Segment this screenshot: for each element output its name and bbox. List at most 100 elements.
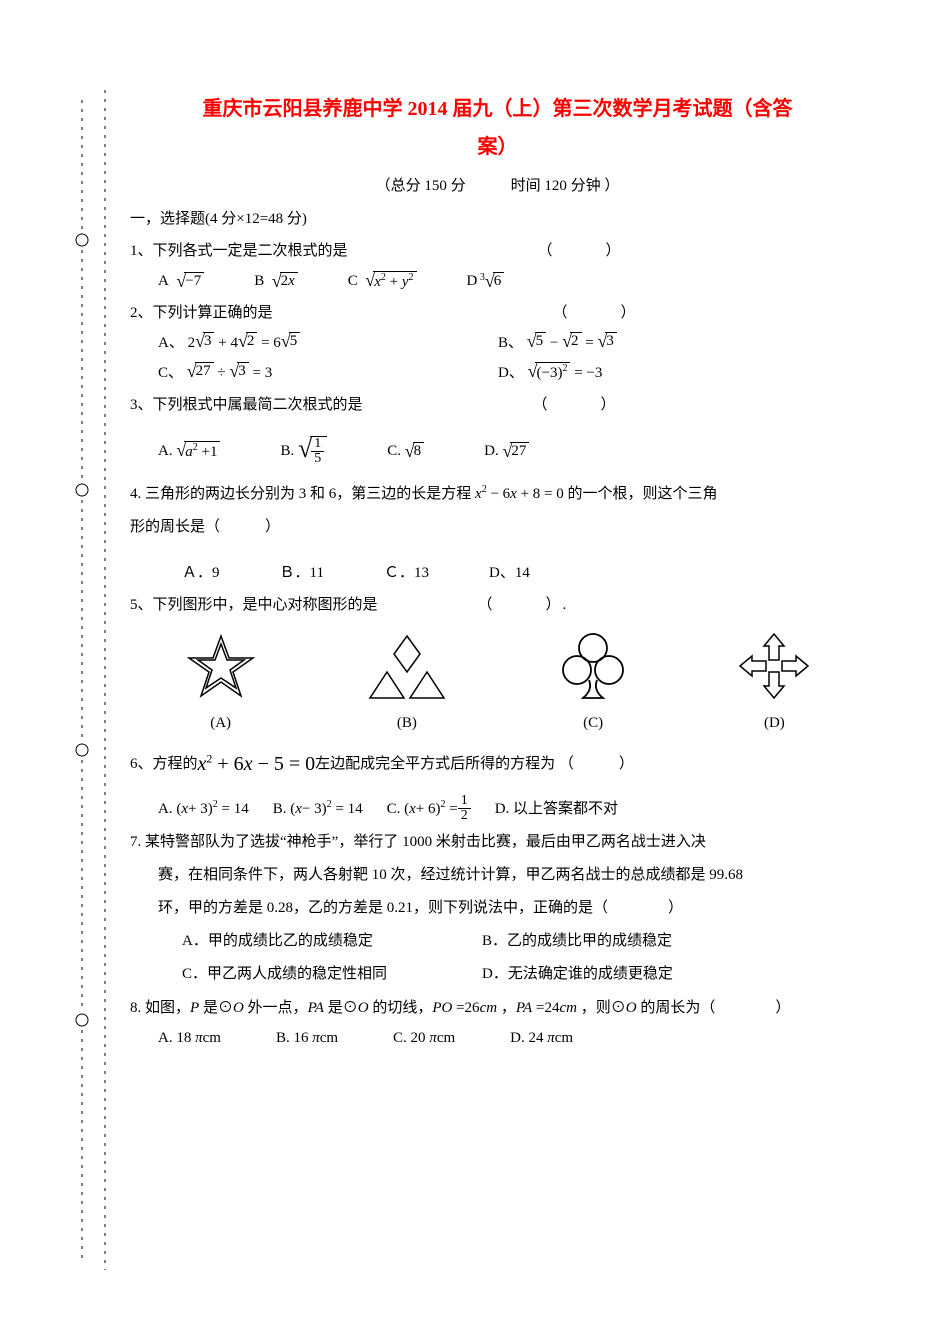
q7-opt-b: B．乙的成绩比甲的成绩稳定 [482, 925, 672, 958]
q8-f: =26 [456, 1000, 479, 1016]
q5-shape-c: (C) [553, 630, 633, 738]
q7-l1: 7. 某特警部队为了选拔“神枪手”，举行了 1000 米射击比赛，最后由甲乙两名… [130, 826, 865, 859]
q8-opt-c: C. 20 π cm [393, 1023, 455, 1053]
q8-unit-d: cm [555, 1023, 573, 1053]
q5-shapes-row: (A) (B) (C) [130, 630, 865, 738]
q5-shape-d: (D) [734, 630, 814, 738]
q2-d-pre: D、 [498, 365, 524, 381]
q8-c: 外一点， [248, 1000, 308, 1016]
question-1: 1、下列各式一定是二次根式的是 （ ） A √−7 B √2x C √x2 + … [130, 236, 865, 296]
q1-opt-a: A √−7 [158, 266, 204, 296]
q8-c-pre: C. 20 [393, 1023, 426, 1053]
q4-stem-c: 形的周长是（ ） [130, 511, 865, 544]
q1-b-label: B [254, 266, 264, 296]
q2-opt-b: B、 √5 − √2 = √3 [498, 328, 617, 358]
q4-opt-a: Ａ．9 [182, 558, 220, 588]
q8-g: ， [501, 1000, 516, 1016]
q7-opt-c: C．甲乙两人成绩的稳定性相同 [182, 958, 482, 991]
q3-opt-b: B. √15 [280, 436, 327, 466]
q6-c-label: C. [387, 794, 401, 824]
binding-margin [70, 90, 120, 1287]
q4-stem-b: 的一个根，则这个三角 [568, 486, 718, 502]
q6-b-label: B. [273, 794, 287, 824]
club-icon [553, 630, 633, 702]
q8-d: 是⊙ [328, 1000, 358, 1016]
q1-b-rad: 2x [280, 272, 298, 290]
q3-paren: （ ） [533, 390, 618, 420]
q1-c-label: C [348, 266, 358, 296]
q8-i: ，则⊙ [581, 1000, 626, 1016]
q8-b-pre: B. 16 [276, 1023, 309, 1053]
q2-paren: （ ） [553, 298, 638, 328]
q8-a-pre: A. 18 [158, 1023, 191, 1053]
q8-b: 是⊙ [203, 1000, 233, 1016]
q6-opt-b: B. (x − 3)2 = 14 [273, 794, 363, 824]
question-5: 5、下列图形中，是中心对称图形的是 （ ）. (A) [130, 590, 865, 738]
q3-opt-a: A. √a2 +1 [158, 436, 220, 466]
q2-c-pre: C、 [158, 365, 183, 381]
title-line1: 重庆市云阳县养鹿中学 2014 届九（上）第三次数学月考试题（含答 [203, 98, 793, 120]
question-6: 6、方程的 x2 + 6x − 5 = 0 左边配成完全平方式后所得的方程为 （… [130, 744, 865, 824]
q2-opt-c: C、 √27 ÷ √3 = 3 [158, 358, 498, 388]
q5-shape-b: (B) [362, 632, 452, 738]
diamond-triangles-icon [362, 632, 452, 702]
q1-a-rad: −7 [184, 272, 204, 290]
question-2: 2、下列计算正确的是 （ ） A、 2√3 + 4√2 = 6√5 B、 √5 … [130, 298, 865, 388]
q7-l2: 赛，在相同条件下，两人各射靶 10 次，经过统计计算，甲乙两名战士的总成绩都是 … [130, 859, 865, 892]
q3-a-label: A. [158, 436, 173, 466]
q2-opt-a: A、 2√3 + 4√2 = 6√5 [158, 328, 498, 358]
q8-unit-c: cm [437, 1023, 455, 1053]
q6-stem-a: 6、方程的 [130, 749, 198, 779]
q8-unit-a: cm [203, 1023, 221, 1053]
q1-d-label: D [467, 266, 478, 296]
q3-opt-d: D. √27 [484, 436, 529, 466]
q6-opt-a: A. (x + 3)2 = 14 [158, 794, 249, 824]
q5-shape-a: (A) [181, 632, 261, 738]
q8-opt-a: A. 18 π cm [158, 1023, 221, 1053]
q5-label-a: (A) [210, 715, 231, 731]
arrows-cross-icon [734, 630, 814, 702]
q4-opt-d: D、14 [489, 558, 530, 588]
q8-opt-b: B. 16 π cm [276, 1023, 338, 1053]
q6-opt-d: D. 以上答案都不对 [495, 794, 618, 824]
q6-stem-b: 左边配成完全平方式后所得的方程为 （ ） [315, 749, 634, 779]
q5-label-d: (D) [764, 715, 785, 731]
q1-a-label: A [158, 266, 169, 296]
q1-paren: （ ） [538, 236, 623, 266]
q8-d-pre: D. 24 [510, 1023, 543, 1053]
q1-d-rad: 6 [493, 272, 505, 290]
q3-c-label: C. [387, 436, 401, 466]
q3-d-label: D. [484, 436, 499, 466]
q1-opt-c: C √x2 + y2 [348, 266, 417, 296]
q4-stem-a: 4. 三角形的两边长分别为 3 和 6，第三边的长是方程 [130, 486, 475, 502]
q7-opt-a: A．甲的成绩比乙的成绩稳定 [182, 925, 482, 958]
question-4: 4. 三角形的两边长分别为 3 和 6，第三边的长是方程 x2 − 6x + 8… [130, 478, 865, 588]
question-7: 7. 某特警部队为了选拔“神枪手”，举行了 1000 米射击比赛，最后由甲乙两名… [130, 826, 865, 991]
q7-l3: 环，甲的方差是 0.28，乙的方差是 0.21，则下列说法中，正确的是（ ） [130, 892, 865, 925]
question-3: 3、下列根式中属最简二次根式的是 （ ） A. √a2 +1 B. √15 C.… [130, 390, 865, 466]
q5-label-b: (B) [397, 715, 417, 731]
q8-a: 8. 如图， [130, 1000, 190, 1016]
q1-d-idx: 3 [480, 268, 485, 288]
q6-a-label: A. [158, 794, 173, 824]
q2-b-pre: B、 [498, 335, 523, 351]
q8-unit-b: cm [320, 1023, 338, 1053]
q8-h: =24 [536, 1000, 559, 1016]
q8-j: 的周长为（ ） [640, 1000, 790, 1016]
star-icon [181, 632, 261, 702]
q2-a-pre: A、 [158, 335, 184, 351]
q2-stem: 2、下列计算正确的是 [130, 298, 273, 328]
q5-stem: 5、下列图形中，是中心对称图形的是 [130, 590, 378, 620]
q5-paren: （ ）. [478, 590, 569, 620]
q3-stem: 3、下列根式中属最简二次根式的是 [130, 390, 363, 420]
section-1-header: 一，选择题(4 分×12=48 分) [130, 205, 865, 234]
q3-opt-c: C. √8 [387, 436, 424, 466]
q1-opt-b: B √2x [254, 266, 298, 296]
q8-opt-d: D. 24 π cm [510, 1023, 573, 1053]
binding-decor [70, 90, 120, 1270]
q1-c-rad: x2 + y2 [373, 271, 416, 291]
q5-label-c: (C) [583, 715, 603, 731]
q6-opt-c: C. (x + 6)2 = 12 [387, 794, 471, 824]
title-line2: 案） [478, 136, 518, 158]
q3-b-label: B. [280, 436, 294, 466]
